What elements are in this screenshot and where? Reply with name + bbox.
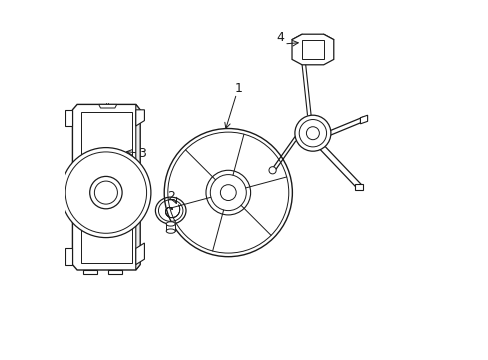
Ellipse shape bbox=[166, 222, 175, 226]
Polygon shape bbox=[99, 104, 117, 108]
Polygon shape bbox=[291, 34, 333, 65]
Polygon shape bbox=[136, 243, 144, 265]
Polygon shape bbox=[65, 110, 72, 126]
Polygon shape bbox=[72, 104, 140, 270]
Circle shape bbox=[294, 115, 330, 151]
Text: 2: 2 bbox=[166, 190, 174, 203]
Polygon shape bbox=[166, 224, 175, 231]
Polygon shape bbox=[136, 110, 144, 126]
Text: 3: 3 bbox=[138, 147, 145, 159]
Polygon shape bbox=[65, 248, 72, 265]
Circle shape bbox=[268, 167, 276, 174]
Polygon shape bbox=[82, 270, 97, 274]
Polygon shape bbox=[136, 104, 140, 270]
Polygon shape bbox=[360, 115, 367, 124]
Circle shape bbox=[89, 176, 122, 209]
Text: 4: 4 bbox=[276, 31, 284, 44]
Circle shape bbox=[61, 148, 151, 238]
Polygon shape bbox=[355, 184, 363, 190]
Polygon shape bbox=[107, 270, 122, 274]
Ellipse shape bbox=[166, 229, 175, 233]
Text: 1: 1 bbox=[235, 82, 243, 95]
